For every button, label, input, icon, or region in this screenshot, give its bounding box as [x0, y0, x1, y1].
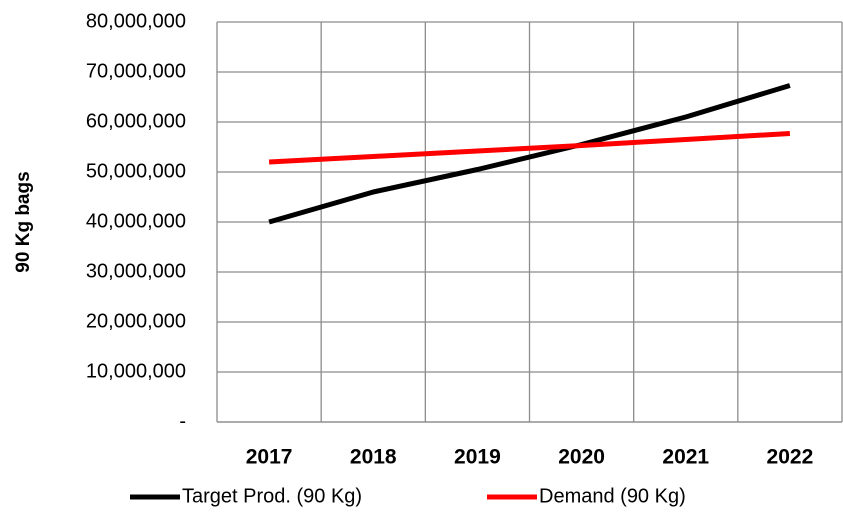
y-tick-label: 60,000,000: [86, 110, 186, 132]
y-tick-label: -: [179, 410, 186, 432]
x-tick-label: 2022: [767, 446, 814, 469]
y-tick-label: 50,000,000: [86, 160, 186, 182]
legend-label: Demand (90 Kg): [539, 485, 686, 507]
x-tick-label: 2017: [246, 446, 293, 469]
y-tick-label: 30,000,000: [86, 260, 186, 282]
series-line: [268, 131, 791, 165]
y-tick-label: 40,000,000: [86, 210, 186, 232]
x-tick-label: 2021: [662, 446, 709, 469]
series-line: [268, 83, 791, 225]
y-tick-label: 10,000,000: [86, 360, 186, 382]
y-tick-label: 80,000,000: [86, 10, 186, 32]
legend-label: Target Prod. (90 Kg): [182, 485, 362, 507]
x-tick-label: 2018: [350, 446, 397, 469]
y-tick-label: 70,000,000: [86, 60, 186, 82]
y-tick-label: 20,000,000: [86, 310, 186, 332]
x-tick-label: 2020: [558, 446, 605, 469]
x-tick-label: 2019: [454, 446, 501, 469]
y-axis-label: 90 Kg bags: [13, 171, 34, 272]
